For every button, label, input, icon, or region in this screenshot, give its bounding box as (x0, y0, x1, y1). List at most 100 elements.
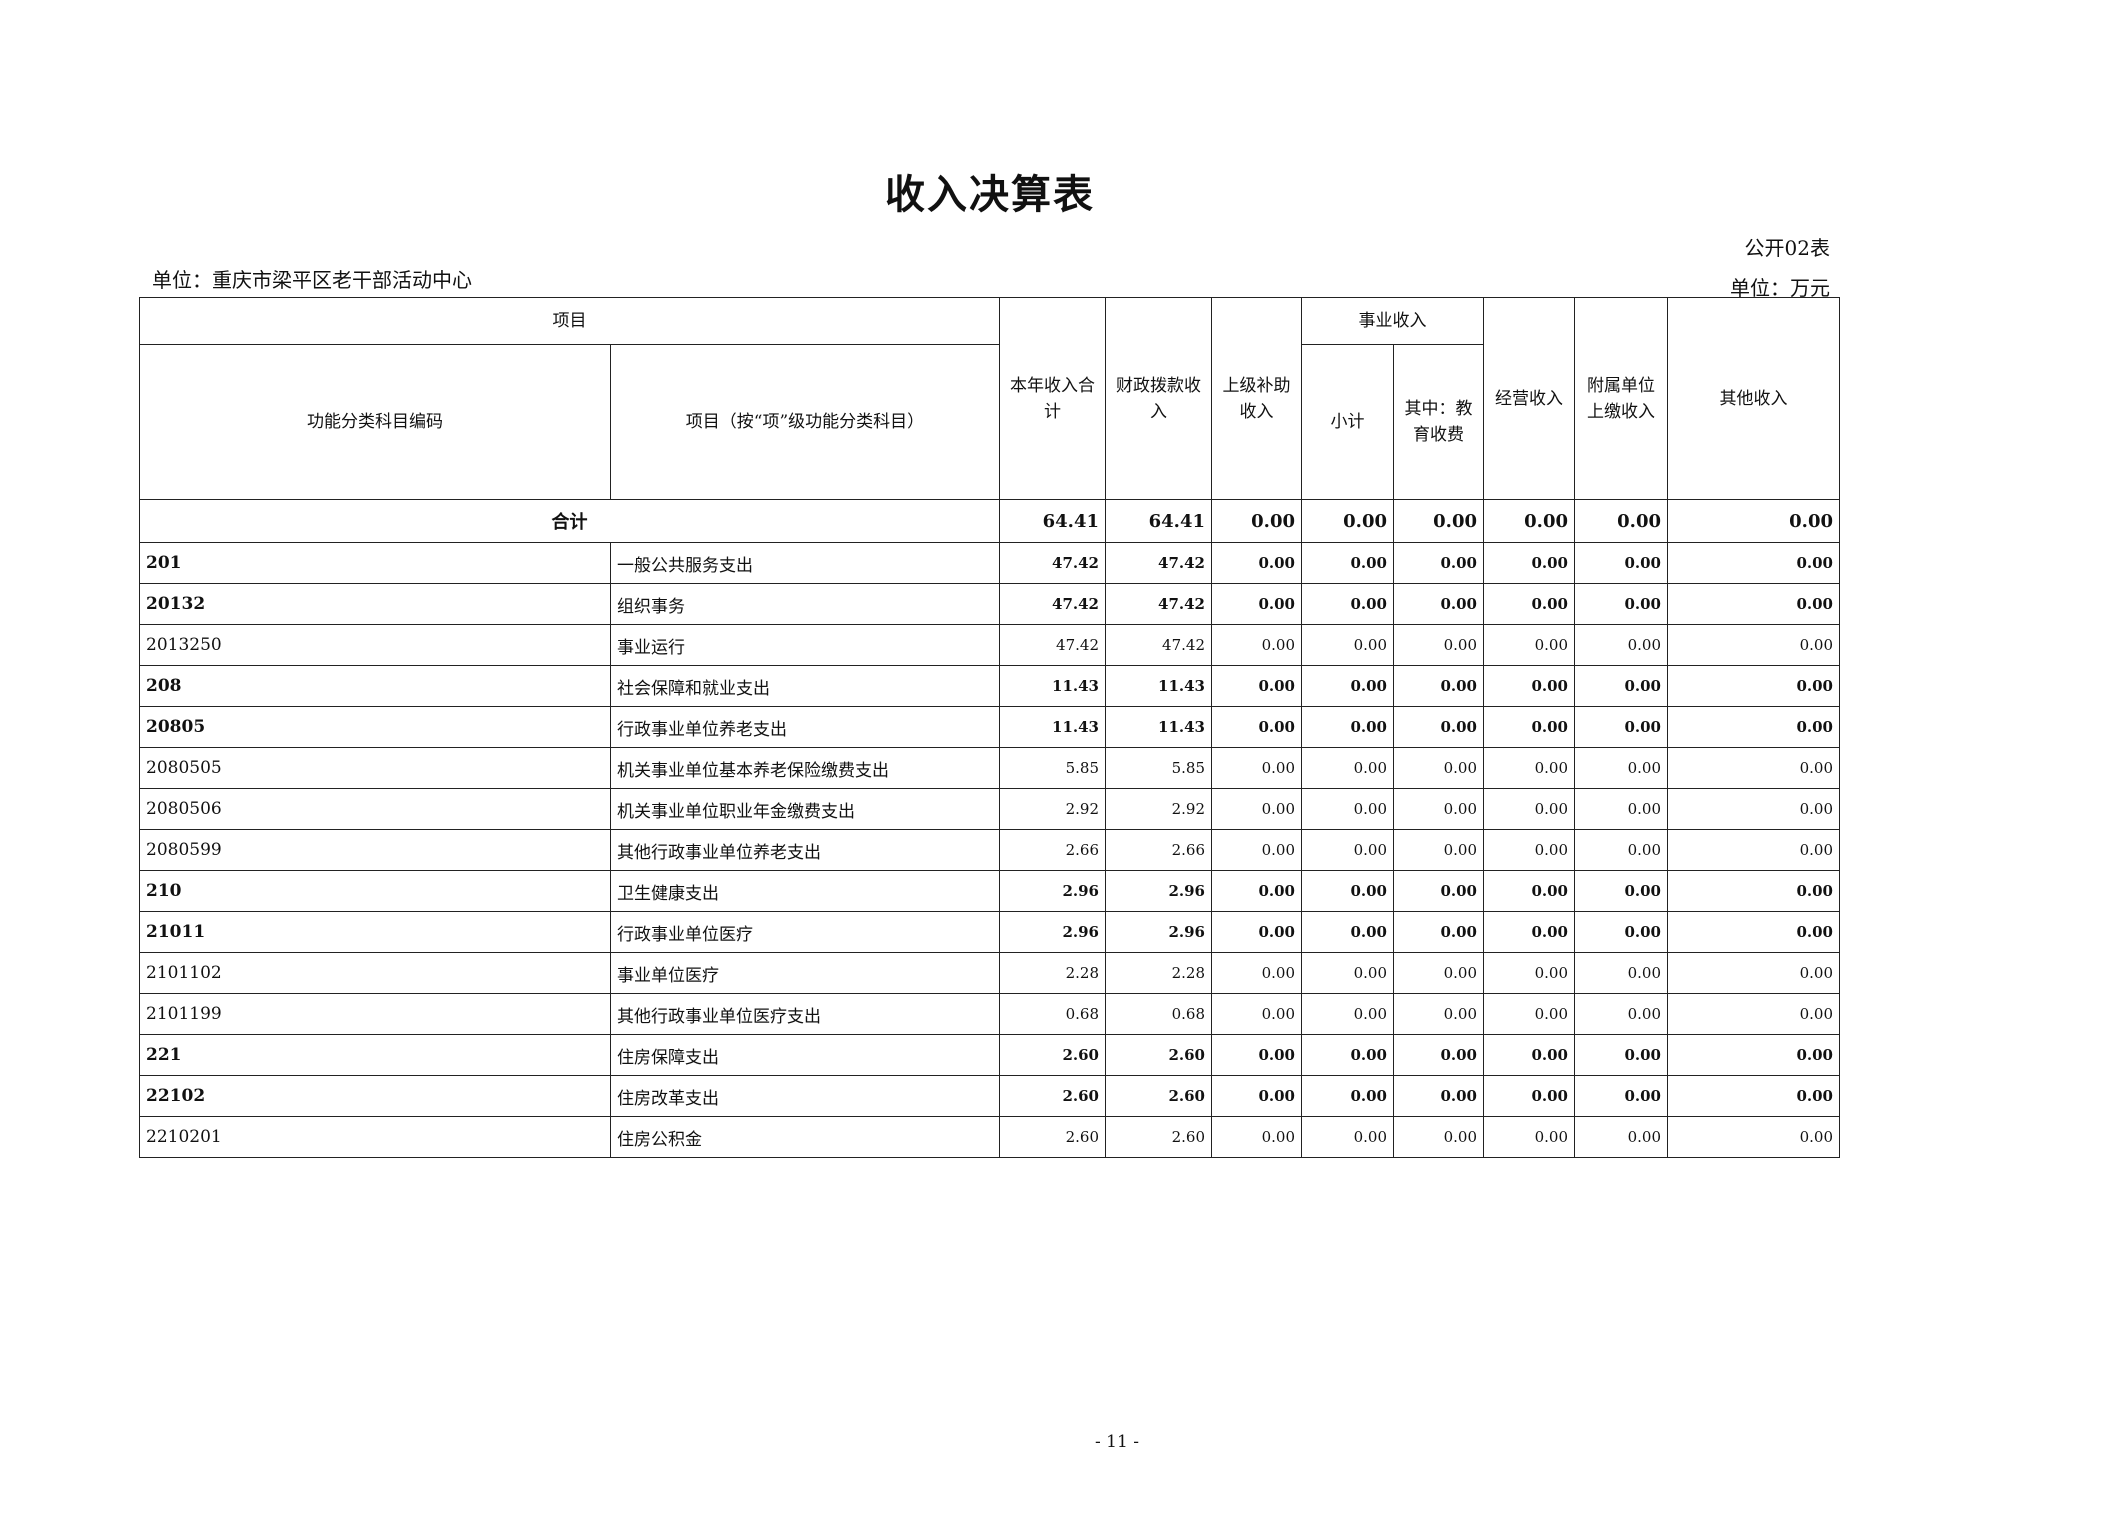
row-value: 0.00 (1667, 1034, 1840, 1076)
table-row: 2101199 其他行政事业单位医疗支出 0.68 0.68 0.00 0.00 0.00 0… (139, 993, 1840, 1035)
row-value: 2.92 (1105, 788, 1212, 830)
header-code: 功能分类科目编码 (139, 344, 611, 500)
row-value: 0.00 (1301, 1075, 1394, 1117)
table-row: 20132 组织事务 47.42 47.42 0.00 0.00 0.00 0.00 0.00 0… (139, 583, 1840, 625)
row-value: 0.00 (1483, 624, 1575, 666)
row-code: 221 (139, 1034, 611, 1076)
row-value: 0.00 (1393, 624, 1484, 666)
row-value: 0.00 (1483, 542, 1575, 584)
header-operating: 经营收入 (1483, 297, 1575, 500)
table-row: 2080506 机关事业单位职业年金缴费支出 2.92 2.92 0.00 0.00 0.0… (139, 788, 1840, 830)
total-value: 0.00 (1667, 499, 1840, 543)
row-value: 0.00 (1301, 583, 1394, 625)
row-value: 0.00 (1574, 993, 1668, 1035)
row-value: 0.00 (1211, 829, 1302, 871)
row-value: 0.00 (1483, 747, 1575, 789)
row-value: 0.00 (1393, 829, 1484, 871)
row-value: 2.96 (1105, 911, 1212, 953)
row-value: 0.00 (1574, 1116, 1668, 1158)
row-value: 0.00 (1667, 788, 1840, 830)
row-value: 47.42 (1105, 624, 1212, 666)
page-title: 收入决算表 (885, 171, 1095, 218)
income-table: 项目 本年收入合计 财政拨款收入 上级补助收入 事业收入 经营收入 附属单位上缴… (139, 297, 1840, 1158)
row-value: 0.00 (1483, 788, 1575, 830)
row-name: 事业单位医疗 (610, 952, 1000, 994)
row-value: 0.00 (1483, 1075, 1575, 1117)
row-code: 2013250 (139, 624, 611, 666)
row-value: 0.00 (1301, 1116, 1394, 1158)
row-value: 0.00 (1483, 1116, 1575, 1158)
table-row: 2210201 住房公积金 2.60 2.60 0.00 0.00 0.00 0.00 0.00… (139, 1116, 1840, 1158)
row-value: 0.00 (1393, 665, 1484, 707)
row-value: 0.00 (1211, 583, 1302, 625)
row-value: 0.00 (1301, 624, 1394, 666)
row-value: 0.00 (1301, 952, 1394, 994)
page-number: - 11 - (1095, 1432, 1139, 1452)
row-value: 0.00 (1667, 952, 1840, 994)
row-value: 0.00 (1574, 1034, 1668, 1076)
row-value: 0.00 (1301, 788, 1394, 830)
row-name: 住房公积金 (610, 1116, 1000, 1158)
row-value: 0.00 (1301, 829, 1394, 871)
table-row: 20805 行政事业单位养老支出 11.43 11.43 0.00 0.00 0.00 0.0… (139, 706, 1840, 748)
row-code: 2101199 (139, 993, 611, 1035)
header-other: 其他收入 (1667, 297, 1840, 500)
row-code: 201 (139, 542, 611, 584)
row-value: 0.00 (1574, 829, 1668, 871)
table-row: 21011 行政事业单位医疗 2.96 2.96 0.00 0.00 0.00 0.00 0.0… (139, 911, 1840, 953)
row-name: 社会保障和就业支出 (610, 665, 1000, 707)
row-value: 47.42 (999, 542, 1106, 584)
row-name: 其他行政事业单位医疗支出 (610, 993, 1000, 1035)
row-value: 0.00 (1211, 665, 1302, 707)
row-name: 住房保障支出 (610, 1034, 1000, 1076)
row-value: 0.00 (1483, 706, 1575, 748)
row-value: 0.00 (1483, 870, 1575, 912)
row-value: 2.96 (999, 911, 1106, 953)
row-value: 2.60 (1105, 1034, 1212, 1076)
total-row: 合计 64.41 64.41 0.00 0.00 0.00 0.00 0.00 … (139, 499, 1840, 543)
row-value: 0.00 (1574, 624, 1668, 666)
row-value: 0.00 (1393, 1075, 1484, 1117)
row-value: 47.42 (999, 624, 1106, 666)
row-value: 0.00 (1211, 1116, 1302, 1158)
row-value: 2.96 (1105, 870, 1212, 912)
row-value: 2.60 (1105, 1075, 1212, 1117)
row-value: 0.00 (1211, 542, 1302, 584)
header-fiscal: 财政拨款收入 (1105, 297, 1212, 500)
row-name: 行政事业单位养老支出 (610, 706, 1000, 748)
row-value: 0.00 (1483, 993, 1575, 1035)
row-value: 0.00 (1301, 870, 1394, 912)
table-row: 201 一般公共服务支出 47.42 47.42 0.00 0.00 0.00 0.00 0.0… (139, 542, 1840, 584)
row-value: 47.42 (1105, 583, 1212, 625)
row-value: 0.00 (1667, 993, 1840, 1035)
total-value: 0.00 (1574, 499, 1668, 543)
row-code: 208 (139, 665, 611, 707)
row-value: 2.60 (1105, 1116, 1212, 1158)
row-value: 2.60 (999, 1034, 1106, 1076)
row-value: 0.00 (1667, 870, 1840, 912)
row-code: 2080505 (139, 747, 611, 789)
form-number: 公开02表 (1744, 236, 1830, 260)
row-value: 0.68 (1105, 993, 1212, 1035)
row-value: 0.00 (1211, 952, 1302, 994)
total-value: 0.00 (1301, 499, 1394, 543)
row-value: 0.00 (1301, 1034, 1394, 1076)
row-value: 2.66 (1105, 829, 1212, 871)
row-name: 其他行政事业单位养老支出 (610, 829, 1000, 871)
table-row: 208 社会保障和就业支出 11.43 11.43 0.00 0.00 0.00 0.00 0.… (139, 665, 1840, 707)
row-code: 20805 (139, 706, 611, 748)
row-code: 2080599 (139, 829, 611, 871)
unit-organization: 单位：重庆市梁平区老干部活动中心 (152, 268, 472, 292)
row-value: 0.00 (1211, 624, 1302, 666)
row-value: 0.00 (1393, 993, 1484, 1035)
row-value: 0.00 (1393, 870, 1484, 912)
row-value: 0.00 (1667, 1116, 1840, 1158)
row-value: 0.00 (1667, 911, 1840, 953)
row-value: 11.43 (1105, 706, 1212, 748)
row-value: 0.00 (1483, 1034, 1575, 1076)
row-value: 11.43 (1105, 665, 1212, 707)
row-value: 0.00 (1211, 1075, 1302, 1117)
row-value: 0.00 (1211, 993, 1302, 1035)
row-value: 0.00 (1301, 542, 1394, 584)
header-total: 本年收入合计 (999, 297, 1106, 500)
